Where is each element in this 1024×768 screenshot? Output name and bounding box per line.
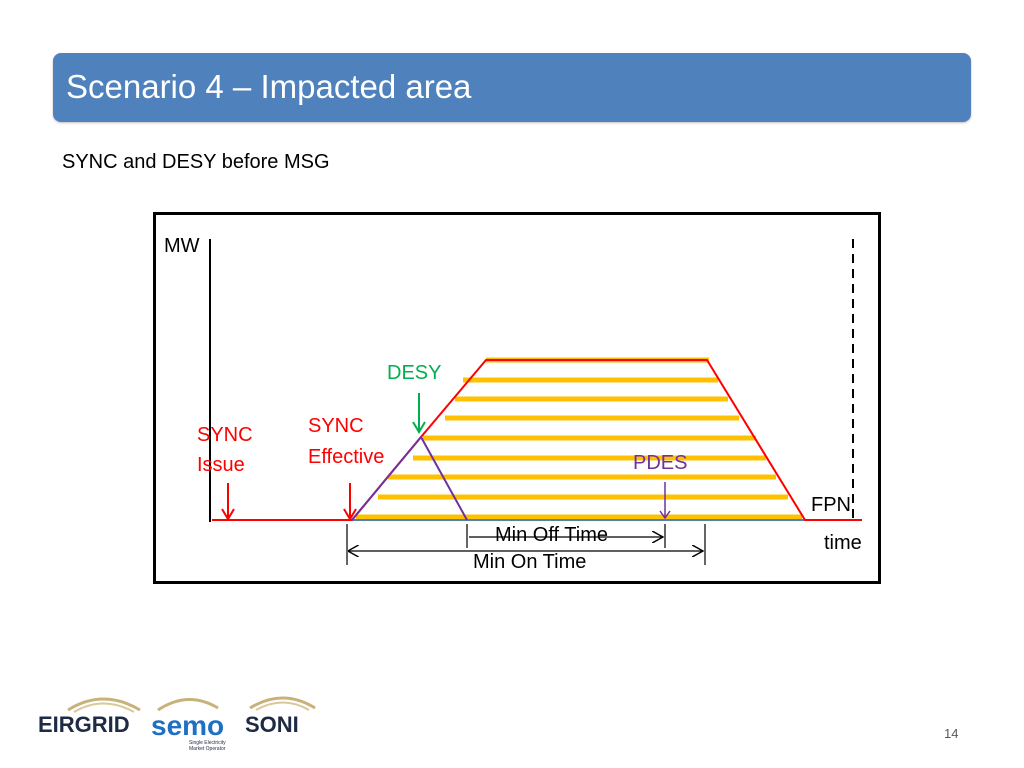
semo-tagline-2: Market Operator xyxy=(189,746,226,752)
sync-effective-label-line2: Effective xyxy=(308,446,385,468)
pdes-label: PDES xyxy=(633,452,688,474)
x-axis-label: time xyxy=(824,532,862,554)
soni-logo: SONI xyxy=(245,696,316,737)
pdes-arrow xyxy=(659,482,671,520)
page-number: 14 xyxy=(944,726,959,741)
soni-logo-text: SONI xyxy=(245,712,299,737)
y-axis-label: MW xyxy=(164,235,200,257)
desy-label: DESY xyxy=(387,362,442,384)
sync-effective-arrow xyxy=(343,483,357,521)
semo-tagline-1: Single Electricity xyxy=(189,740,226,746)
sync-issue-label-line1: SYNC xyxy=(197,424,253,446)
min-on-time-label: Min On Time xyxy=(473,551,587,573)
eirgrid-logo: EIRGRID xyxy=(38,697,141,737)
slide-subtitle: SYNC and DESY before MSG xyxy=(62,151,330,173)
semo-logo-text: semo xyxy=(151,710,224,741)
desy-arrow xyxy=(412,393,426,434)
diagram-canvas xyxy=(209,239,862,565)
slide-title: Scenario 4 – Impacted area xyxy=(66,68,472,105)
sync-effective-label-line1: SYNC xyxy=(308,415,364,437)
eirgrid-logo-text: EIRGRID xyxy=(38,712,130,737)
sync-issue-arrow xyxy=(221,483,235,521)
semo-logo: semo Single Electricity Market Operator xyxy=(151,698,226,752)
footer-logos: EIRGRID semo Single Electricity Market O… xyxy=(38,692,328,757)
sync-issue-label-line2: Issue xyxy=(197,454,245,476)
diagram-frame: MW DESY SYNC Issue SYNC Effective PDES F… xyxy=(153,212,881,584)
purple-profile-line xyxy=(351,436,468,521)
title-bar: Scenario 4 – Impacted area xyxy=(53,53,971,122)
min-off-time-label: Min Off Time xyxy=(495,524,608,546)
fpn-label: FPN xyxy=(811,494,851,516)
